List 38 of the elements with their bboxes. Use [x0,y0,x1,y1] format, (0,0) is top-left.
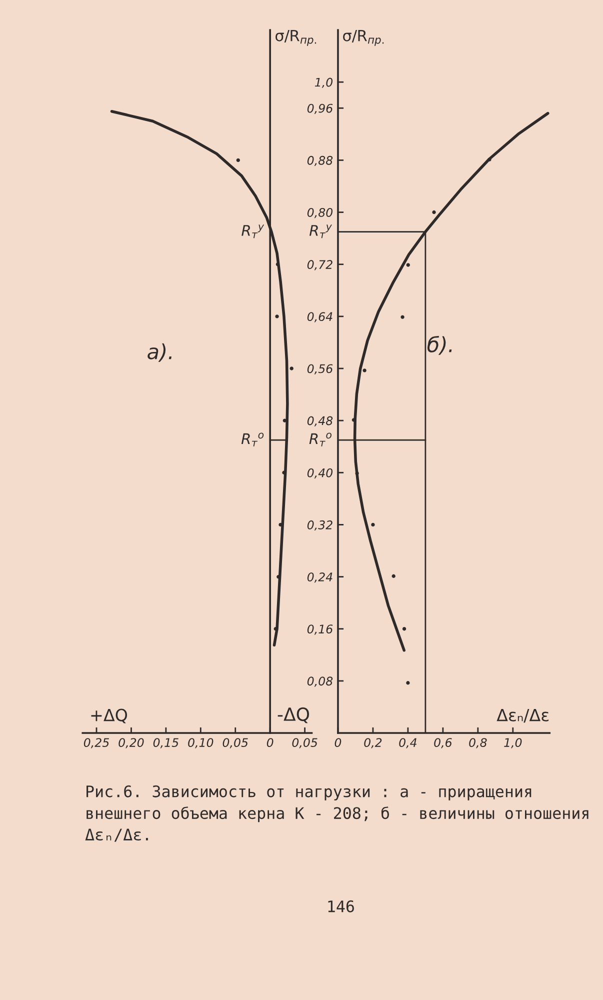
y-tick-label: 0,48 [307,416,333,426]
y-axis-title: σ/R$_{пр.}$ [343,30,384,46]
y-tick-label: 0,96 [307,104,333,114]
y-axis-title: σ/R$_{пр.}$ [276,30,316,46]
x-tick-label: 0 [334,738,342,747]
y-tick-label: 0,80 [307,208,333,218]
y-tick-label: 0,40 [307,468,333,478]
x-tick-label: 0,10 [188,738,214,748]
x-axis-title: +ΔQ [91,708,128,724]
x-tick-label: 0,2 [364,738,382,748]
x-tick-label: 0,05 [292,738,318,748]
x-tick-label: 0 [266,738,274,747]
y-tick-label: 0,32 [307,520,332,531]
x-axis-title: Δεₙ/Δε [496,708,549,723]
y-tick-label: 0,72 [307,260,332,270]
annotation: -ΔQ [278,707,310,724]
annotation: R$_{т}$$^{у}$ [309,224,332,238]
x-tick-label: 0,15 [153,738,178,748]
x-tick-label: 0,8 [469,738,487,748]
y-tick-label: 1,0 [314,78,333,88]
x-tick-label: 0,20 [118,738,144,748]
x-tick-label: 1,0 [504,738,522,748]
y-tick-label: 0,08 [307,676,333,687]
y-tick-label: 0,88 [307,156,333,166]
x-tick-label: 0,25 [84,738,109,748]
text: 146 [328,900,354,912]
x-tick-label: 0,4 [399,738,416,748]
y-tick-label: 0,16 [307,624,333,635]
x-tick-label: 0,05 [222,738,248,748]
y-tick-label: 0,24 [307,572,332,583]
text: Рис.6. Зависимость от нагрузки : а - приращения внешнего объема керна К - 208; б - величины отношения Δεₙ/Δε. [85,785,588,842]
y-tick-label: 0,64 [307,312,332,322]
annotation: R$_{т}$$^{о}$ [241,432,264,446]
x-tick-label: 0,6 [434,738,452,748]
text: а). [148,343,172,362]
y-tick-label: 0,56 [307,364,333,374]
text: б). [427,336,452,355]
annotation: R$_{т}$$^{о}$ [309,432,332,446]
